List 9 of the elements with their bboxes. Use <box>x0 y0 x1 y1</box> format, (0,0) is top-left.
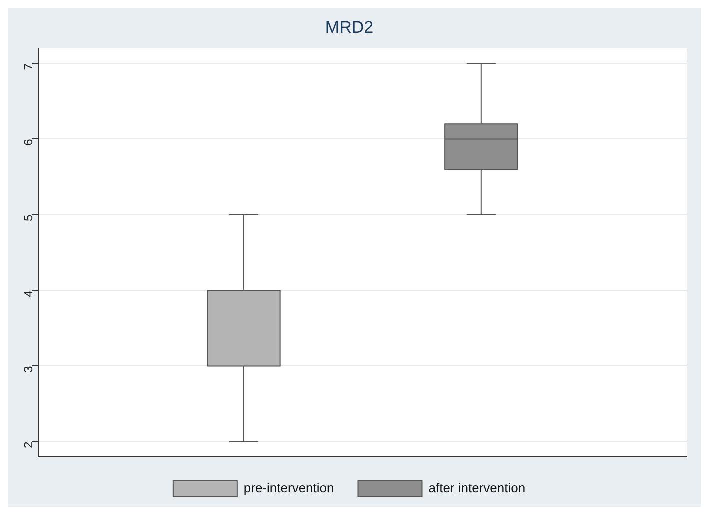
chart-title: MRD2 <box>325 18 374 37</box>
y-tick-label: 5 <box>22 214 36 222</box>
y-tick-label: 6 <box>22 138 36 146</box>
legend-label: after intervention <box>428 480 526 496</box>
y-tick-label: 4 <box>22 290 36 298</box>
y-tick-label: 3 <box>22 366 36 373</box>
y-tick-label: 7 <box>22 63 36 70</box>
y-tick-label: 2 <box>22 442 36 449</box>
legend-label: pre-intervention <box>244 480 334 496</box>
